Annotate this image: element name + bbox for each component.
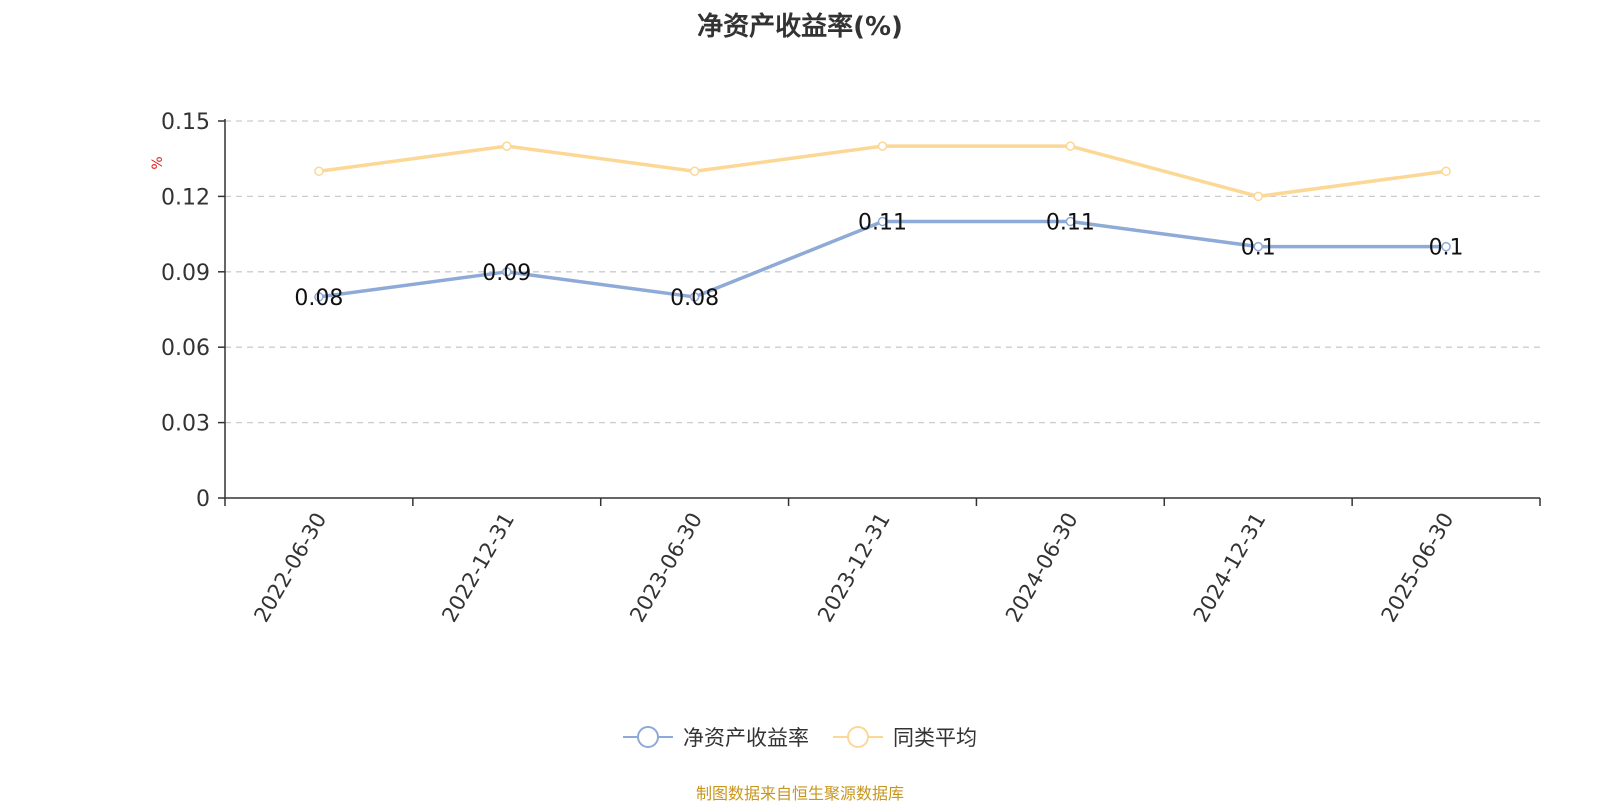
x-tick-label: 2023-12-31 <box>813 509 895 627</box>
y-tick-label: 0.06 <box>161 336 210 361</box>
y-axis-unit-label: % <box>150 156 166 169</box>
data-label: 0.09 <box>482 261 531 286</box>
data-point-peer-average <box>877 141 888 151</box>
data-point-roe <box>1065 216 1076 227</box>
x-tick-label: 2022-12-31 <box>437 509 519 627</box>
x-tick-label: 2023-06-30 <box>625 509 707 627</box>
data-label: 0.08 <box>670 286 719 311</box>
source-note: 制图数据来自恒生聚源数据库 <box>695 784 904 803</box>
data-point-peer-average <box>502 141 512 151</box>
data-point-peer-average <box>1253 191 1263 202</box>
legend-item-peer-average[interactable]: 同类平均 <box>833 722 977 752</box>
x-tick-label: 2024-12-31 <box>1189 509 1271 627</box>
x-tick-label: 2025-06-30 <box>1377 509 1459 627</box>
y-tick-label: 0.12 <box>161 185 210 210</box>
data-label: 0.11 <box>858 211 907 236</box>
legend-peer-average-icon <box>833 726 883 748</box>
data-point-roe <box>314 292 324 302</box>
legend-item-roe[interactable]: 净资产收益率 <box>623 722 809 752</box>
legend: 净资产收益率 同类平均 <box>0 722 1600 752</box>
y-tick-label: 0.09 <box>161 261 210 286</box>
x-tick-label: 2024-06-30 <box>1001 509 1083 627</box>
data-point-roe <box>877 216 888 227</box>
data-point-peer-average <box>689 166 700 177</box>
data-point-roe <box>689 292 700 302</box>
data-point-peer-average <box>314 166 324 177</box>
legend-peer-average-label: 同类平均 <box>893 726 977 750</box>
series-line-peer-average <box>318 144 1447 199</box>
x-tick-label: 2022-06-30 <box>249 509 331 627</box>
y-tick-label: 0 <box>196 487 210 512</box>
data-point-roe <box>1253 241 1263 252</box>
legend-roe-icon <box>623 726 673 748</box>
chart-title: 净资产收益率(%) <box>697 12 903 42</box>
y-tick-label: 0.15 <box>161 110 210 135</box>
data-label: 0.08 <box>294 286 343 311</box>
data-label: 0.1 <box>1241 236 1276 261</box>
data-label: 0.1 <box>1429 236 1464 261</box>
y-tick-label: 0.03 <box>161 412 210 437</box>
legend-roe-label: 净资产收益率 <box>683 726 809 750</box>
data-point-peer-average <box>1441 166 1451 177</box>
data-point-roe <box>1441 241 1451 252</box>
data-point-peer-average <box>1065 141 1076 151</box>
data-point-roe <box>502 267 512 277</box>
data-label: 0.11 <box>1046 211 1095 236</box>
